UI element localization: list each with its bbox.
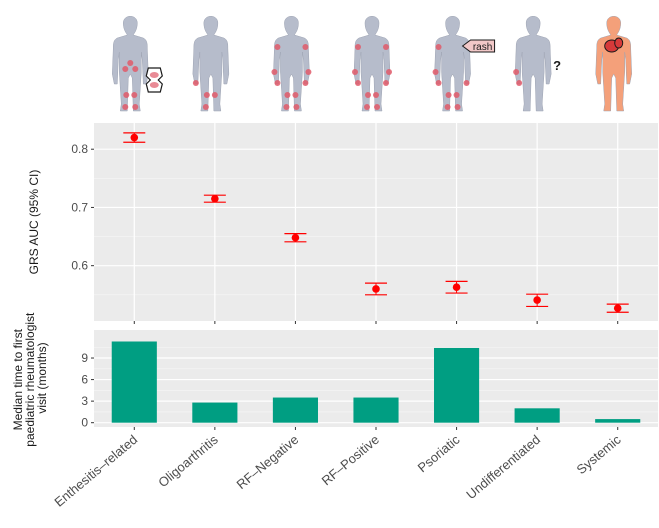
- inflamed-joint: [132, 66, 139, 72]
- category-label: Systemic: [574, 431, 624, 477]
- auc-point: [613, 304, 622, 312]
- knee-inflammation-lower: [149, 82, 159, 88]
- inflamed-joint: [355, 80, 361, 86]
- bar: [434, 347, 480, 423]
- rash-label: rash: [473, 42, 492, 53]
- inflamed-joint: [192, 80, 199, 86]
- inflamed-joint: [445, 92, 452, 98]
- bar-y-axis-label-line-1: Median time to first: [11, 328, 25, 430]
- inflamed-joint: [302, 44, 309, 50]
- inflamed-joint: [127, 60, 134, 66]
- inflamed-organs-icon: [604, 37, 624, 53]
- median-time-panel: 0 3 6 9 Median time to first paediatric rhe…: [11, 309, 658, 447]
- auc-marks: [123, 132, 629, 313]
- inflamed-joint: [131, 92, 138, 98]
- auc-y-ticks: 0.6 0.7 0.8: [71, 142, 619, 324]
- category-label: RF–Positive: [319, 432, 382, 489]
- inflamed-joint: [292, 92, 299, 98]
- body-figure: [273, 16, 310, 112]
- body-figure: [595, 16, 632, 112]
- inflamed-joint: [293, 104, 300, 110]
- inflamed-joint: [513, 69, 520, 75]
- category-label: Enthesitis–related: [51, 432, 140, 510]
- auc-point: [291, 233, 300, 242]
- bar-marks: [111, 341, 641, 423]
- category-label: Oligoarthritis: [155, 431, 221, 490]
- inflamed-joint: [274, 44, 281, 50]
- inflamed-joint: [284, 92, 291, 98]
- auc-y-tick-label: 0.8: [71, 142, 88, 156]
- category-label: Psoriatic: [415, 431, 463, 475]
- inflamed-joint: [132, 104, 139, 110]
- inflamed-joint: [274, 80, 281, 86]
- bar: [111, 341, 157, 423]
- inflamed-joint: [383, 44, 389, 50]
- inflamed-joint: [122, 66, 129, 72]
- body-figure: [514, 16, 552, 112]
- inflamed-joint: [373, 92, 379, 98]
- inflamed-joint: [453, 92, 460, 98]
- bar: [192, 402, 238, 423]
- inflamed-joint: [355, 44, 361, 50]
- bar-y-axis-label: Median time to first paediatric rheumato…: [11, 309, 49, 446]
- category-labels: Enthesitis–related Oligoarthritis RF–Negat…: [51, 431, 624, 509]
- bar: [595, 419, 641, 423]
- body-figure: [192, 16, 230, 112]
- inflamed-joint: [305, 69, 312, 75]
- knee-inflammation-upper: [149, 72, 159, 78]
- category-label: RF–Negative: [234, 432, 302, 492]
- inflamed-joint: [364, 104, 370, 110]
- auc-panel: 0.6 0.7 0.8 GRS AUC (95% CI): [27, 123, 658, 324]
- auc-point: [130, 133, 139, 142]
- inflamed-joint: [386, 69, 392, 75]
- inflamed-joint: [211, 92, 218, 98]
- auc-point: [211, 194, 219, 203]
- bar: [272, 397, 318, 423]
- inflamed-joint: [365, 92, 371, 98]
- inflamed-joint: [203, 92, 210, 98]
- auc-point: [372, 285, 380, 293]
- organ-spleen: [614, 37, 624, 49]
- rash-tag-shape: [461, 39, 496, 53]
- inflamed-joint: [283, 104, 290, 110]
- inflamed-joint: [271, 69, 278, 75]
- bar-y-tick-label: 6: [81, 373, 88, 387]
- auc-y-tick-label: 0.7: [71, 200, 88, 214]
- body-figure: [353, 16, 391, 112]
- bar-y-tick-label: 9: [81, 351, 88, 365]
- inflamed-joint: [516, 80, 523, 86]
- inflamed-joint: [444, 104, 451, 110]
- inflamed-joint: [202, 104, 209, 110]
- inflamed-joint: [435, 80, 442, 86]
- bar: [514, 408, 560, 423]
- inflamed-joint: [302, 80, 309, 86]
- auc-point: [533, 296, 541, 304]
- inflamed-joint: [435, 44, 442, 50]
- inflamed-joint: [122, 104, 129, 110]
- bar-y-ticks: 0 3 6 9: [81, 351, 619, 430]
- bar: [353, 397, 399, 423]
- bar-y-tick-label: 0: [81, 416, 88, 430]
- knee-joint-icon: [145, 67, 163, 93]
- auc-point: [452, 283, 461, 292]
- body-figure: [434, 16, 471, 112]
- auc-y-tick-label: 0.6: [71, 259, 88, 273]
- inflamed-joint: [463, 80, 470, 86]
- question-mark-icon: ?: [553, 58, 561, 73]
- bar-y-axis-label-line-3: visit (months): [35, 342, 49, 413]
- auc-y-axis-label: GRS AUC (95% CI): [27, 170, 41, 275]
- inflamed-joint: [383, 80, 389, 86]
- inflamed-joint: [454, 104, 461, 110]
- category-label: Undifferentiated: [463, 432, 543, 502]
- body-illustrations: rash?: [112, 16, 632, 112]
- inflamed-joint: [374, 104, 380, 110]
- knee-joint-outline: [145, 67, 163, 93]
- inflamed-joint: [352, 69, 358, 75]
- inflamed-joint: [432, 69, 439, 75]
- rash-tag-icon: rash: [461, 39, 496, 53]
- bar-y-axis-label-line-2: paediatric rheumatologist: [23, 312, 37, 447]
- bar-y-tick-label: 3: [81, 394, 88, 408]
- inflamed-joint: [123, 92, 130, 98]
